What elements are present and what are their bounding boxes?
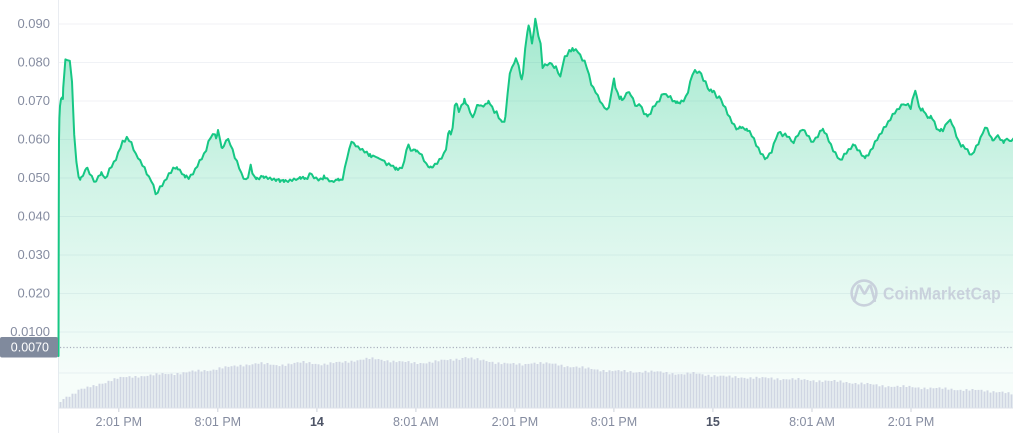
- svg-text:0.020: 0.020: [17, 286, 50, 301]
- svg-text:0.030: 0.030: [17, 247, 50, 262]
- svg-text:2:01 PM: 2:01 PM: [96, 415, 143, 429]
- svg-text:0.090: 0.090: [17, 16, 50, 31]
- svg-text:0.0070: 0.0070: [11, 341, 49, 355]
- svg-text:8:01 PM: 8:01 PM: [591, 415, 638, 429]
- svg-text:15: 15: [706, 415, 720, 429]
- svg-text:0.040: 0.040: [17, 209, 50, 224]
- svg-text:0.0100: 0.0100: [10, 324, 50, 339]
- svg-text:0.070: 0.070: [17, 93, 50, 108]
- svg-text:8:01 AM: 8:01 AM: [789, 415, 835, 429]
- svg-text:8:01 PM: 8:01 PM: [195, 415, 242, 429]
- svg-text:8:01 AM: 8:01 AM: [393, 415, 439, 429]
- svg-text:CoinMarketCap: CoinMarketCap: [883, 284, 1001, 304]
- svg-text:0.050: 0.050: [17, 170, 50, 185]
- svg-text:14: 14: [310, 415, 324, 429]
- svg-text:2:01 PM: 2:01 PM: [888, 415, 935, 429]
- svg-text:0.060: 0.060: [17, 132, 50, 147]
- svg-text:0.080: 0.080: [17, 55, 50, 70]
- svg-text:2:01 PM: 2:01 PM: [492, 415, 539, 429]
